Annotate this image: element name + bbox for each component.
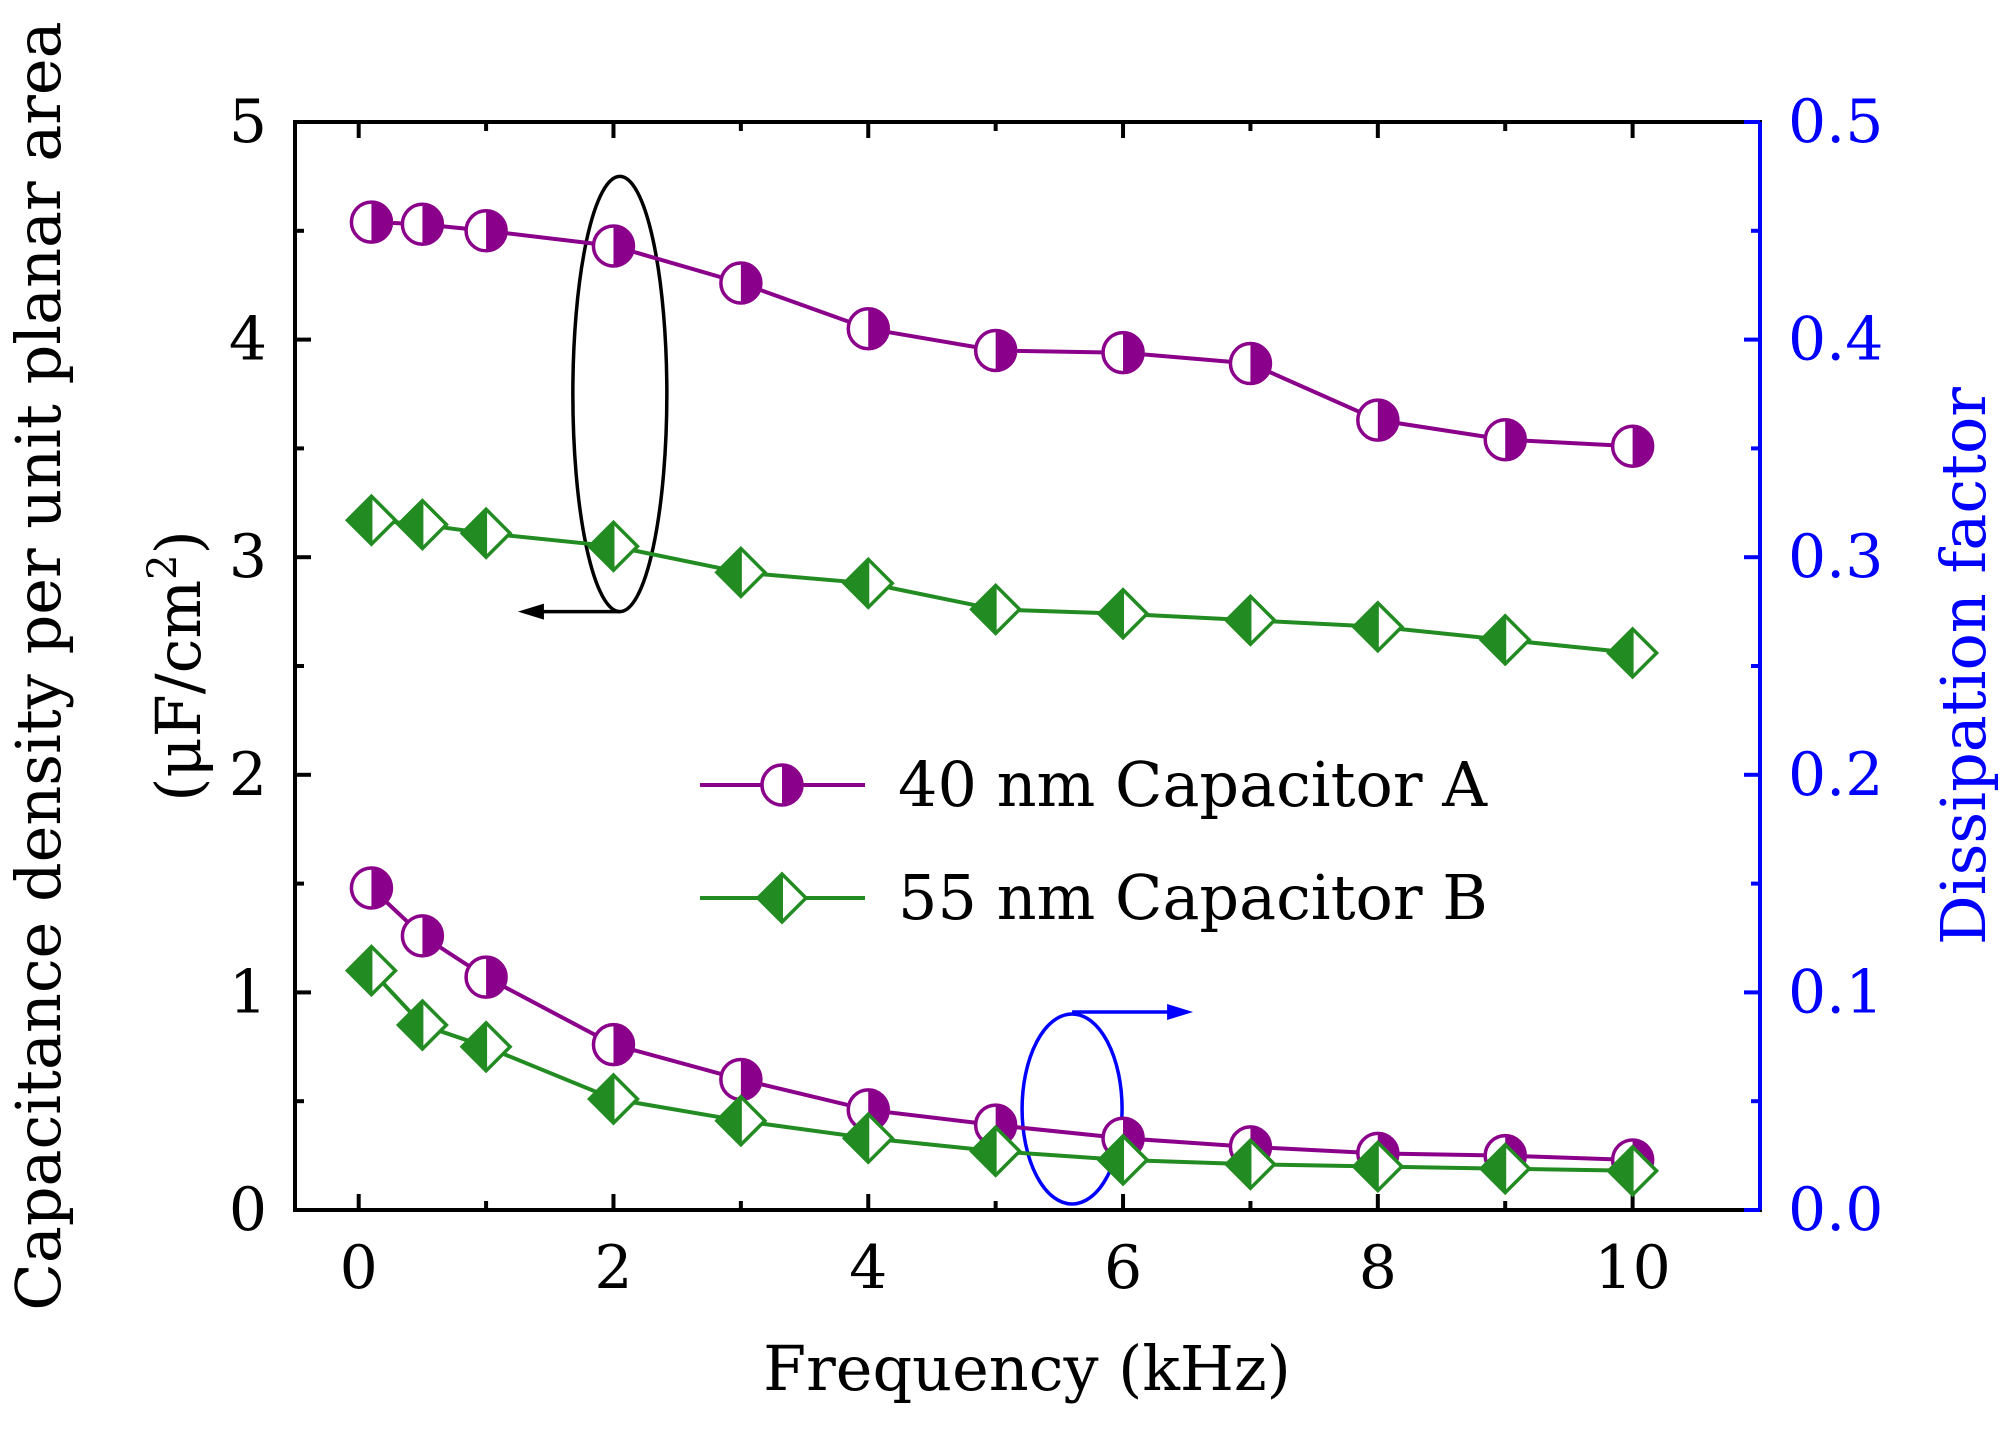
legend-marker-shape [760, 763, 804, 807]
y-right-axis-title: Dissipation factor [1927, 387, 2000, 945]
y-left-tick-label: 5 [229, 87, 267, 157]
x-tick-label: 4 [849, 1233, 887, 1303]
plot-frame [293, 120, 1762, 1212]
data-point [1223, 593, 1277, 647]
annotations-layer [517, 174, 1194, 1206]
y-left-axis-title-units: (μF/cm2) [140, 530, 215, 802]
data-point [344, 493, 398, 547]
legend-label-capacitor-b: 55 nm Capacitor B [898, 861, 1488, 934]
ticks-layer: 0 2 4 6 8 10 0 1 2 3 4 5 0.0 0.1 0.2 0.3 0.4 0.5 [229, 87, 1884, 1303]
y-right-tick-label: 0.3 [1788, 522, 1883, 592]
data-point [459, 506, 513, 560]
y-right-tick-label: 0.5 [1788, 87, 1883, 157]
data-point [464, 209, 508, 253]
data-point [714, 545, 768, 599]
data-point [349, 866, 394, 910]
units-suffix: ) [142, 530, 215, 554]
series-layer [344, 200, 1660, 1198]
series-2 [344, 493, 1660, 680]
data-point [587, 1072, 640, 1126]
y-right-tick-label: 0.1 [1788, 957, 1883, 1027]
data-point [591, 1022, 636, 1067]
y-left-tick-label: 0 [229, 1175, 267, 1245]
legend-marker-capacitor-a [760, 763, 804, 807]
data-point [1351, 600, 1405, 654]
y-right-tick-label: 0.4 [1788, 305, 1883, 375]
data-point [591, 224, 636, 268]
data-point [714, 1094, 768, 1148]
data-point [349, 200, 394, 244]
right-axis-indicator [1020, 1003, 1194, 1206]
left-axis-indicator [517, 174, 669, 620]
data-point [400, 202, 445, 247]
data-point [395, 498, 449, 552]
y-left-tick-label: 3 [229, 522, 267, 592]
series-4 [344, 944, 1660, 1198]
units-superscript: 2 [140, 554, 186, 579]
data-point [841, 556, 895, 610]
y-left-axis-title: Capacitance density per unit planar area [2, 21, 75, 1310]
data-point [395, 998, 449, 1052]
data-point [1610, 424, 1655, 468]
y-right-tick-label: 0.2 [1788, 740, 1883, 810]
units-prefix: (μF/cm [142, 580, 215, 802]
x-tick-label: 6 [1104, 1233, 1142, 1303]
legend-entry-capacitor-a: 40 nm Capacitor A [700, 748, 1488, 821]
y-right-tick-label: 0.0 [1788, 1175, 1883, 1245]
data-point [459, 1020, 513, 1074]
data-point [1606, 1144, 1660, 1198]
right-axis-ellipse [1020, 1012, 1124, 1206]
data-point [1483, 417, 1527, 462]
data-point [973, 328, 1018, 373]
y-left-tick-label: 2 [229, 740, 267, 810]
data-point [1096, 587, 1150, 641]
y-left-tick-label: 1 [229, 957, 267, 1027]
arrow-right-icon [1167, 1003, 1194, 1020]
data-point [464, 955, 508, 999]
series-1 [349, 200, 1655, 468]
data-point [846, 306, 891, 351]
series-line [371, 518, 1633, 655]
x-tick-label: 0 [340, 1233, 378, 1303]
legend-marker-shape [755, 871, 809, 925]
data-point [1223, 1137, 1277, 1191]
data-point [969, 1124, 1023, 1178]
data-point [1478, 613, 1532, 667]
arrow-left-icon [517, 603, 544, 620]
x-tick-label: 8 [1359, 1233, 1397, 1303]
data-point [400, 914, 445, 958]
data-point [344, 944, 398, 998]
data-point [1356, 398, 1400, 442]
data-point [1478, 1142, 1532, 1196]
x-axis-title: Frequency (kHz) [763, 1332, 1291, 1405]
legend-label-capacitor-a: 40 nm Capacitor A [898, 748, 1488, 821]
data-point [719, 261, 763, 305]
data-point [841, 1111, 895, 1165]
data-point [1096, 1133, 1150, 1187]
data-point [1351, 1140, 1405, 1193]
x-tick-label: 2 [594, 1233, 632, 1303]
data-point [1101, 330, 1145, 375]
legend-entry-capacitor-b: 55 nm Capacitor B [700, 861, 1488, 934]
legend-marker-capacitor-b [755, 871, 809, 925]
x-tick-label: 10 [1594, 1233, 1670, 1303]
y-left-tick-label: 4 [229, 305, 267, 375]
data-point [719, 1057, 763, 1102]
data-point [1228, 341, 1273, 386]
data-point [969, 582, 1023, 636]
legend: 40 nm Capacitor A 55 nm Capacitor B [700, 748, 1488, 934]
data-point [587, 519, 640, 573]
data-point [1606, 626, 1660, 680]
